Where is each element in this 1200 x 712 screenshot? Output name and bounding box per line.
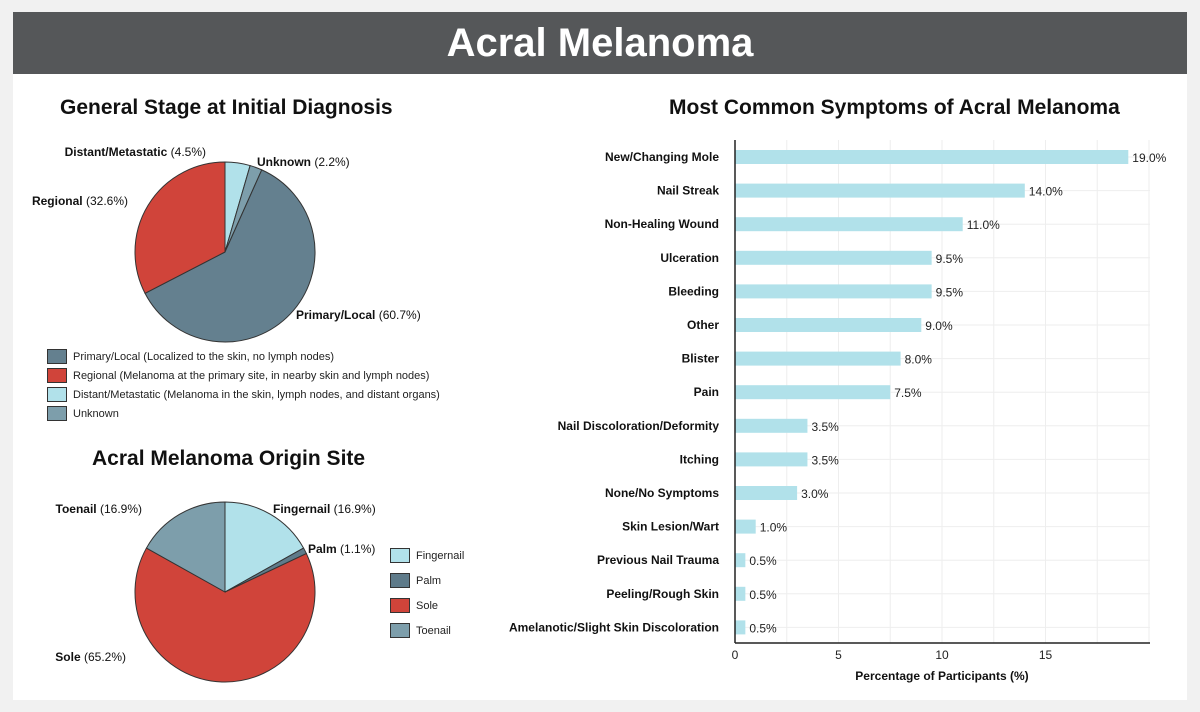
category-label: Other bbox=[687, 318, 719, 332]
legend-label: Toenail bbox=[416, 624, 451, 637]
legend-item: Primary/Local (Localized to the skin, no… bbox=[47, 349, 334, 364]
x-axis-title: Percentage of Participants (%) bbox=[855, 669, 1028, 683]
bar bbox=[735, 553, 746, 568]
slice-label: Primary/Local (60.7%) bbox=[296, 308, 421, 322]
value-label: 0.5% bbox=[749, 621, 777, 635]
pie-slice-primary-local bbox=[144, 169, 316, 343]
bar bbox=[735, 418, 808, 433]
bar bbox=[735, 351, 901, 366]
legend-swatch bbox=[47, 406, 67, 421]
stage-chart-title: General Stage at Initial Diagnosis bbox=[60, 96, 393, 119]
slice-label: Sole (65.2%) bbox=[55, 650, 126, 664]
legend-swatch bbox=[390, 573, 410, 588]
x-tick-label: 15 bbox=[1039, 648, 1053, 662]
page-title: Acral Melanoma bbox=[13, 12, 1187, 74]
value-label: 0.5% bbox=[749, 588, 777, 602]
bar bbox=[735, 183, 1025, 198]
category-label: Pain bbox=[694, 385, 719, 399]
slice-label: Fingernail (16.9%) bbox=[273, 502, 376, 516]
category-label: Nail Discoloration/Deformity bbox=[558, 419, 720, 433]
slice-label: Regional (32.6%) bbox=[32, 194, 128, 208]
pie-slice-fingernail bbox=[224, 501, 305, 593]
category-label: None/No Symptoms bbox=[605, 486, 719, 500]
bar bbox=[735, 385, 891, 400]
bar bbox=[735, 284, 932, 299]
value-label: 0.5% bbox=[749, 554, 777, 568]
origin-chart-title: Acral Melanoma Origin Site bbox=[92, 447, 366, 470]
slice-label: Unknown (2.2%) bbox=[257, 155, 350, 169]
legend-swatch bbox=[47, 387, 67, 402]
legend-swatch bbox=[390, 548, 410, 563]
bar bbox=[735, 452, 808, 467]
legend-item: Fingernail bbox=[390, 548, 464, 563]
value-label: 1.0% bbox=[760, 521, 788, 535]
value-label: 9.5% bbox=[936, 252, 964, 266]
legend-label: Primary/Local (Localized to the skin, no… bbox=[73, 350, 335, 363]
category-label: New/Changing Mole bbox=[605, 150, 719, 164]
legend-swatch bbox=[47, 349, 67, 364]
legend-label: Palm bbox=[416, 574, 442, 587]
category-label: Blister bbox=[682, 352, 720, 366]
slice-label: Toenail (16.9%) bbox=[56, 502, 142, 516]
category-label: Nail Streak bbox=[657, 184, 719, 198]
category-label: Itching bbox=[680, 452, 719, 466]
category-label: Amelanotic/Slight Skin Discoloration bbox=[509, 620, 719, 634]
legend-item: Distant/Metastatic (Melanoma in the skin… bbox=[47, 387, 440, 402]
bar bbox=[735, 586, 746, 601]
category-label: Previous Nail Trauma bbox=[597, 553, 719, 567]
legend-item: Palm bbox=[390, 573, 441, 588]
value-label: 3.5% bbox=[811, 453, 839, 467]
value-label: 3.5% bbox=[811, 420, 839, 434]
bar bbox=[735, 318, 922, 332]
legend-item: Sole bbox=[390, 598, 438, 613]
value-label: 19.0% bbox=[1132, 151, 1166, 165]
value-label: 7.5% bbox=[894, 386, 922, 400]
legend-label: Regional (Melanoma at the primary site, … bbox=[73, 369, 430, 382]
legend-label: Sole bbox=[416, 599, 439, 612]
legend-swatch bbox=[47, 368, 67, 383]
legend-swatch bbox=[390, 623, 410, 638]
legend-label: Fingernail bbox=[416, 549, 465, 562]
bar bbox=[735, 620, 746, 635]
legend-item: Toenail bbox=[390, 623, 451, 638]
bar bbox=[735, 486, 798, 500]
category-label: Skin Lesion/Wart bbox=[622, 520, 719, 534]
category-label: Ulceration bbox=[660, 251, 719, 265]
x-tick-label: 0 bbox=[732, 648, 739, 662]
value-label: 9.0% bbox=[925, 319, 953, 333]
value-label: 8.0% bbox=[905, 353, 933, 367]
legend-item: Regional (Melanoma at the primary site, … bbox=[47, 368, 429, 383]
pie-slice-toenail bbox=[145, 501, 226, 593]
value-label: 11.0% bbox=[967, 218, 1000, 232]
legend-label: Unknown bbox=[73, 407, 119, 420]
x-tick-label: 5 bbox=[835, 648, 842, 662]
pie-slice-regional bbox=[134, 161, 226, 295]
bar bbox=[735, 150, 1129, 164]
bar bbox=[735, 519, 756, 534]
legend-item: Unknown bbox=[47, 406, 119, 421]
slice-label: Palm (1.1%) bbox=[308, 542, 375, 556]
legend-label: Distant/Metastatic (Melanoma in the skin… bbox=[73, 388, 440, 401]
category-label: Bleeding bbox=[668, 284, 719, 298]
value-label: 9.5% bbox=[936, 285, 964, 299]
bar bbox=[735, 217, 963, 232]
bar bbox=[735, 250, 932, 265]
x-tick-label: 10 bbox=[935, 648, 949, 662]
category-label: Non-Healing Wound bbox=[605, 217, 719, 231]
value-label: 14.0% bbox=[1029, 185, 1063, 199]
symptoms-chart-title: Most Common Symptoms of Acral Melanoma bbox=[669, 96, 1120, 119]
value-label: 3.0% bbox=[801, 487, 829, 501]
category-label: Peeling/Rough Skin bbox=[606, 587, 719, 601]
slice-label: Distant/Metastatic (4.5%) bbox=[65, 145, 206, 159]
pie-slice-sole bbox=[134, 547, 316, 683]
legend-swatch bbox=[390, 598, 410, 613]
